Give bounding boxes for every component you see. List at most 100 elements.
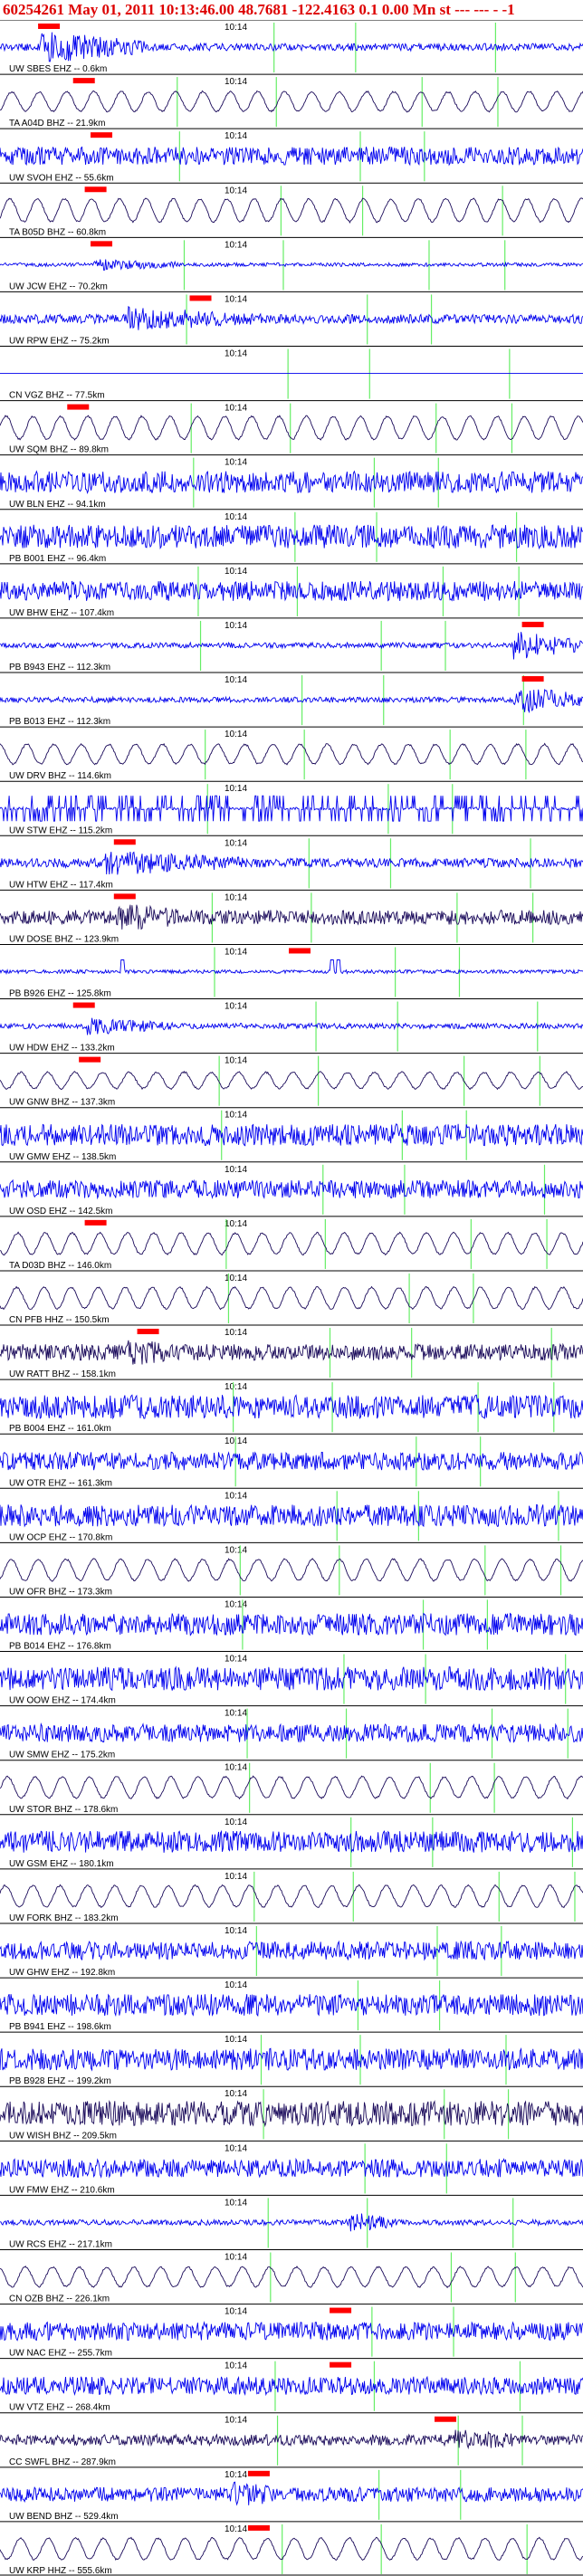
trace-row: 10:14 UW STW EHZ -- 115.2km bbox=[0, 780, 583, 835]
trace-row: 10:14 UW FMW EHZ -- 210.6km bbox=[0, 2140, 583, 2195]
station-label: PB B941 EHZ -- 198.6km bbox=[9, 2022, 111, 2032]
waveform bbox=[0, 2266, 583, 2289]
station-label: TA D03D BHZ -- 146.0km bbox=[9, 1261, 111, 1271]
time-tick-label: 10:14 bbox=[225, 1274, 247, 1283]
waveform bbox=[0, 1775, 583, 1800]
waveform bbox=[0, 1558, 583, 1582]
waveform bbox=[0, 580, 583, 602]
station-label: UW GNW BHZ -- 137.3km bbox=[9, 1098, 115, 1108]
time-tick-label: 10:14 bbox=[225, 1872, 247, 1882]
station-label: UW WISH BHZ -- 209.5km bbox=[9, 2131, 117, 2141]
time-tick-label: 10:14 bbox=[225, 2307, 247, 2317]
pick-marker bbox=[113, 839, 136, 845]
waveform bbox=[0, 2046, 583, 2072]
station-label: UW GHW EHZ -- 192.8km bbox=[9, 1968, 115, 1978]
pick-marker bbox=[435, 2416, 456, 2422]
waveform bbox=[0, 1503, 583, 1528]
trace-row: 10:14 PB B014 EHZ -- 176.8km bbox=[0, 1596, 583, 1652]
station-label: UW DOSE BHZ -- 123.9km bbox=[9, 934, 119, 944]
waveform bbox=[0, 1940, 583, 1961]
waveform bbox=[0, 2429, 583, 2450]
trace-row: 10:14 UW OOW EHZ -- 174.4km bbox=[0, 1651, 583, 1706]
pick-marker bbox=[330, 2307, 352, 2314]
time-tick-label: 10:14 bbox=[225, 2035, 247, 2045]
station-label: UW OFR BHZ -- 173.3km bbox=[9, 1587, 112, 1597]
trace-row: 10:14 UW KRP HHZ -- 555.6km bbox=[0, 2521, 583, 2576]
trace-row: 10:14 UW SQM BHZ -- 89.8km bbox=[0, 400, 583, 455]
time-tick-label: 10:14 bbox=[225, 892, 247, 902]
pick-marker bbox=[91, 132, 113, 138]
trace-row: 10:14 UW HDW EHZ -- 133.2km bbox=[0, 998, 583, 1054]
station-label: UW HDW EHZ -- 133.2km bbox=[9, 1044, 115, 1054]
trace-row: 10:14 UW OFR BHZ -- 173.3km bbox=[0, 1541, 583, 1597]
station-label: UW DRV BHZ -- 114.6km bbox=[9, 771, 111, 781]
station-label: CC SWFL BHZ -- 287.9km bbox=[9, 2457, 116, 2467]
trace-row: 10:14 CN OZB BHZ -- 226.1km bbox=[0, 2248, 583, 2304]
time-tick-label: 10:14 bbox=[225, 1219, 247, 1229]
waveform bbox=[0, 795, 583, 822]
waveform bbox=[0, 2213, 583, 2232]
station-label: TA A04D BHZ -- 21.9km bbox=[9, 119, 106, 129]
station-label: CN VGZ BHZ -- 77.5km bbox=[9, 391, 105, 401]
station-label: UW SQM BHZ -- 89.8km bbox=[9, 445, 109, 455]
station-label: UW OSD EHZ -- 142.5km bbox=[9, 1207, 112, 1216]
trace-row: 10:14 UW STOR BHZ -- 178.6km bbox=[0, 1760, 583, 1815]
time-tick-label: 10:14 bbox=[225, 1111, 247, 1121]
pick-marker bbox=[38, 24, 61, 29]
station-label: PB B928 EHZ -- 199.2km bbox=[9, 2076, 111, 2086]
time-tick-label: 10:14 bbox=[225, 23, 247, 33]
station-label: CN OZB BHZ -- 226.1km bbox=[9, 2295, 110, 2304]
trace-row: 10:14 UW RCS EHZ -- 217.1km bbox=[0, 2194, 583, 2249]
trace-row: 10:14 TA B05D BHZ -- 60.8km bbox=[0, 182, 583, 237]
waveform bbox=[0, 2481, 583, 2506]
time-tick-label: 10:14 bbox=[225, 1002, 247, 1012]
station-label: UW HTW EHZ -- 117.4km bbox=[9, 880, 113, 890]
pick-marker bbox=[84, 186, 107, 193]
station-label: UW OOW EHZ -- 174.4km bbox=[9, 1696, 116, 1706]
waveform bbox=[0, 2536, 583, 2562]
station-label: PB B001 EHZ -- 96.4km bbox=[9, 554, 106, 564]
time-tick-label: 10:14 bbox=[225, 404, 247, 414]
seismogram-plot: 10:14 UW SBES EHZ -- 0.6km 10:14 TA A04D BH… bbox=[0, 20, 583, 2576]
station-label: UW BLN EHZ -- 94.1km bbox=[9, 500, 106, 510]
trace-row: 10:14 CN PFB HHZ -- 150.5km bbox=[0, 1270, 583, 1325]
waveform bbox=[0, 1340, 583, 1365]
time-tick-label: 10:14 bbox=[225, 1545, 247, 1555]
waveform bbox=[0, 688, 583, 714]
trace-row: 10:14 UW GHW EHZ -- 192.8km bbox=[0, 1922, 583, 1978]
trace-row: 10:14 UW OSD EHZ -- 142.5km bbox=[0, 1161, 583, 1216]
station-label: UW SBES EHZ -- 0.6km bbox=[9, 64, 107, 74]
trace-row: 10:14 PB B001 EHZ -- 96.4km bbox=[0, 509, 583, 564]
pick-marker bbox=[113, 893, 136, 900]
waveform bbox=[0, 2375, 583, 2397]
waveform bbox=[0, 470, 583, 494]
time-tick-label: 10:14 bbox=[225, 2416, 247, 2426]
time-tick-label: 10:14 bbox=[225, 458, 247, 468]
time-tick-label: 10:14 bbox=[225, 2524, 247, 2534]
station-label: PB B926 EHZ -- 125.8km bbox=[9, 989, 111, 999]
time-tick-label: 10:14 bbox=[225, 1382, 247, 1392]
waveform bbox=[0, 1231, 583, 1256]
station-label: UW SVOH EHZ -- 55.6km bbox=[9, 173, 114, 183]
waveform bbox=[0, 2321, 583, 2342]
time-tick-label: 10:14 bbox=[225, 1763, 247, 1773]
station-label: UW GSM EHZ -- 180.1km bbox=[9, 1859, 114, 1869]
station-label: UW SMW EHZ -- 175.2km bbox=[9, 1751, 115, 1760]
trace-row: 10:14 PB B926 EHZ -- 125.8km bbox=[0, 943, 583, 999]
time-tick-label: 10:14 bbox=[225, 2361, 247, 2371]
time-tick-label: 10:14 bbox=[225, 838, 247, 848]
station-label: UW KRP HHZ -- 555.6km bbox=[9, 2566, 112, 2576]
time-tick-label: 10:14 bbox=[225, 567, 247, 577]
pick-marker bbox=[289, 948, 311, 954]
trace-row: 10:14 UW DRV BHZ -- 114.6km bbox=[0, 726, 583, 781]
waveform bbox=[0, 904, 583, 930]
trace-row: 10:14 UW RPW EHZ -- 75.2km bbox=[0, 291, 583, 347]
trace-row: 10:14 UW SMW EHZ -- 175.2km bbox=[0, 1705, 583, 1760]
pick-marker bbox=[521, 621, 544, 627]
trace-row: 10:14 PB B013 EHZ -- 112.3km bbox=[0, 672, 583, 727]
trace-row: 10:14 UW SVOH EHZ -- 55.6km bbox=[0, 128, 583, 183]
trace-row: 10:14 PB B004 EHZ -- 161.0km bbox=[0, 1379, 583, 1434]
trace-row: 10:14 PB B943 EHZ -- 112.3km bbox=[0, 617, 583, 673]
pick-marker bbox=[91, 241, 113, 247]
time-tick-label: 10:14 bbox=[225, 1709, 247, 1719]
